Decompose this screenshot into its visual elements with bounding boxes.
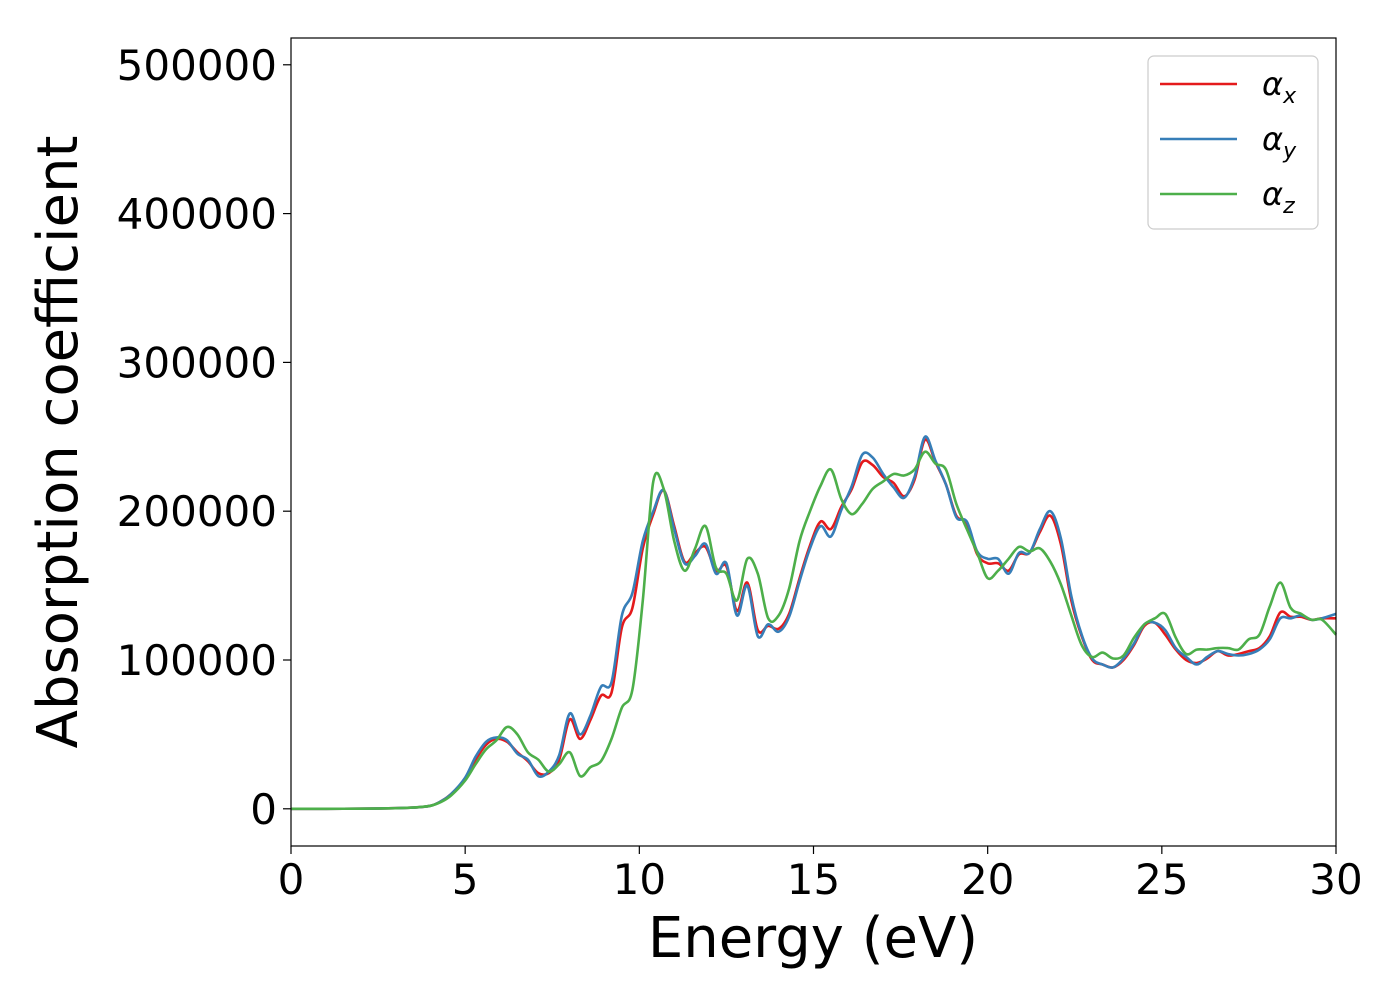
x-axis-label: Energy (eV) xyxy=(648,906,978,971)
x-tick-label: 30 xyxy=(1309,855,1362,904)
x-tick-label: 15 xyxy=(787,855,840,904)
y-axis-label: Absorption coefficient xyxy=(26,136,91,749)
legend-label-x: αx xyxy=(1262,65,1297,109)
x-tick-label: 0 xyxy=(278,855,305,904)
y-tick-label: 0 xyxy=(250,785,277,834)
legend-label-y: αy xyxy=(1262,120,1297,164)
series-line-x xyxy=(291,438,1337,811)
x-tick-label: 10 xyxy=(613,855,666,904)
x-axis-ticks: 0 5 10 15 20 25 30 xyxy=(278,846,1363,904)
y-tick-label: 200000 xyxy=(117,487,277,536)
y-tick-label: 500000 xyxy=(117,41,277,90)
x-tick-label: 25 xyxy=(1135,855,1188,904)
legend-label-z: αz xyxy=(1262,175,1295,219)
x-tick-label: 5 xyxy=(452,855,479,904)
legend-box xyxy=(1147,55,1319,230)
y-tick-label: 100000 xyxy=(117,636,277,685)
y-tick-label: 300000 xyxy=(117,338,277,387)
series-line-z xyxy=(291,450,1337,811)
series-line-y xyxy=(291,435,1337,811)
x-tick-label: 20 xyxy=(961,855,1014,904)
y-axis-ticks: 0 100000 200000 300000 400000 500000 xyxy=(117,41,291,834)
series-lines xyxy=(291,435,1337,811)
y-tick-label: 400000 xyxy=(117,190,277,239)
legend: αx αy αz xyxy=(1147,55,1319,230)
